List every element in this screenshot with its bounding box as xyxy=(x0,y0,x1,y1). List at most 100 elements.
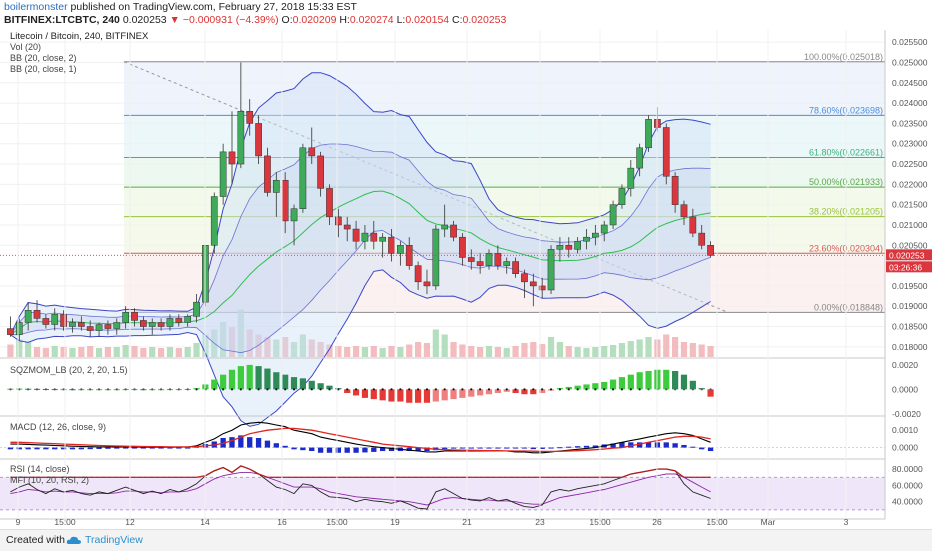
momentum-bar xyxy=(361,389,369,398)
macd-histogram-bar xyxy=(185,447,191,449)
volume-bar xyxy=(521,343,528,357)
candle-body xyxy=(51,314,59,325)
countdown-tag xyxy=(886,261,932,273)
volume-bar xyxy=(361,347,369,357)
volume-bar xyxy=(583,348,590,357)
fib-zone xyxy=(124,157,885,188)
candle-body xyxy=(140,320,147,327)
price-tick-label: 0.020500 xyxy=(892,240,928,250)
squeeze-dot xyxy=(18,388,21,391)
macd-histogram-bar xyxy=(43,447,49,450)
squeeze-dot xyxy=(620,388,624,391)
bb1-legend: BB (20, close, 2) xyxy=(10,53,77,63)
momentum-bar xyxy=(627,374,634,390)
candle-body xyxy=(317,155,324,189)
macd-histogram-bar xyxy=(371,447,377,452)
bollinger-upper-band xyxy=(9,72,711,335)
volume-bar xyxy=(459,344,466,357)
macd-histogram-bar xyxy=(34,447,40,450)
tradingview-brand[interactable]: TradingView xyxy=(85,534,143,546)
price-tick-label: 0.023000 xyxy=(892,139,928,149)
fib-zone xyxy=(124,61,885,116)
volume-bar xyxy=(317,342,324,357)
squeeze-dot xyxy=(97,388,101,391)
candle-body xyxy=(600,224,608,234)
candle-body xyxy=(290,208,298,222)
candle-body xyxy=(166,318,174,327)
macd-histogram-bar xyxy=(495,447,501,449)
candle-body xyxy=(113,322,121,329)
high-value: 0.020274 xyxy=(349,14,394,26)
squeeze-dot xyxy=(425,388,429,391)
macd-histogram-bar xyxy=(317,447,324,453)
candle-body xyxy=(281,180,289,222)
last-price: 0.020253 xyxy=(122,14,167,26)
macd-histogram-bar xyxy=(282,445,288,448)
squeeze-dot xyxy=(80,388,83,391)
candle-body xyxy=(707,245,714,256)
macd-histogram-bar xyxy=(672,443,678,448)
momentum-bar xyxy=(406,389,413,403)
candle-body xyxy=(645,119,652,149)
volume-bar xyxy=(512,346,519,357)
volume-bar xyxy=(264,337,271,357)
rsi-tick-label: 80.0000 xyxy=(892,464,923,474)
low-value: 0.020154 xyxy=(405,14,450,26)
macd-histogram-bar xyxy=(122,447,129,449)
author-link[interactable]: boilermonster xyxy=(4,1,68,13)
rsi-line xyxy=(10,465,711,510)
volume-bar xyxy=(485,346,493,357)
bollinger-lower-band xyxy=(10,269,711,427)
candle-body xyxy=(388,236,395,254)
time-tick-label: 9 xyxy=(16,517,21,527)
momentum-bar xyxy=(503,389,510,392)
candle-body xyxy=(627,167,635,189)
macd-histogram-bar xyxy=(264,440,271,448)
momentum-bar xyxy=(273,372,280,390)
price-tick-label: 0.025500 xyxy=(892,37,928,47)
bollinger-band-fill xyxy=(10,72,711,427)
candle-body xyxy=(343,224,351,230)
volume-bar xyxy=(618,343,626,357)
momentum-bar xyxy=(370,389,377,400)
candle-body xyxy=(698,232,706,246)
momentum-bar xyxy=(220,374,227,390)
momentum-bar xyxy=(326,385,333,390)
candle-body xyxy=(24,310,32,323)
squeeze-dot xyxy=(629,388,632,391)
last-price-tag xyxy=(886,249,932,261)
volume-bar xyxy=(530,342,537,357)
momentum-bar xyxy=(344,389,351,393)
candle-body xyxy=(69,322,76,327)
candle-body xyxy=(33,310,41,319)
macd-histogram-bar xyxy=(663,442,669,448)
squeeze-dot xyxy=(470,388,473,391)
momentum-bar xyxy=(574,385,581,390)
momentum-bar xyxy=(592,383,599,390)
macd-histogram-bar xyxy=(335,447,342,453)
chart-area[interactable]: 100.00%(0.025018)78.60%(0.023698)61.80%(… xyxy=(0,28,932,529)
volume-bar xyxy=(477,347,484,357)
volume-bar xyxy=(308,339,315,357)
squeeze-dot xyxy=(354,388,358,391)
macd-histogram-bar xyxy=(699,447,705,450)
price-tick-label: 0.023500 xyxy=(892,118,928,128)
macd-histogram-bar xyxy=(16,447,22,450)
squeeze-dot xyxy=(541,388,544,391)
macd-line xyxy=(10,421,711,454)
squeeze-dot xyxy=(381,388,384,391)
price-pane: 100.00%(0.025018)78.60%(0.023698)61.80%(… xyxy=(0,41,885,427)
price-tick-label: 0.021000 xyxy=(892,220,928,230)
candle-body xyxy=(77,322,85,327)
candle-body xyxy=(414,265,422,283)
volume-bar xyxy=(388,346,395,357)
macd-histogram-bar xyxy=(326,447,333,453)
macd-histogram-bar xyxy=(459,447,466,449)
volume-bar xyxy=(574,347,581,357)
macd-histogram-bar xyxy=(637,442,643,448)
volume-bar xyxy=(636,339,643,357)
volume-bar xyxy=(565,346,572,357)
squeeze-dot xyxy=(301,388,304,391)
macd-histogram-bar xyxy=(442,447,448,449)
squeeze-dot xyxy=(124,388,127,391)
